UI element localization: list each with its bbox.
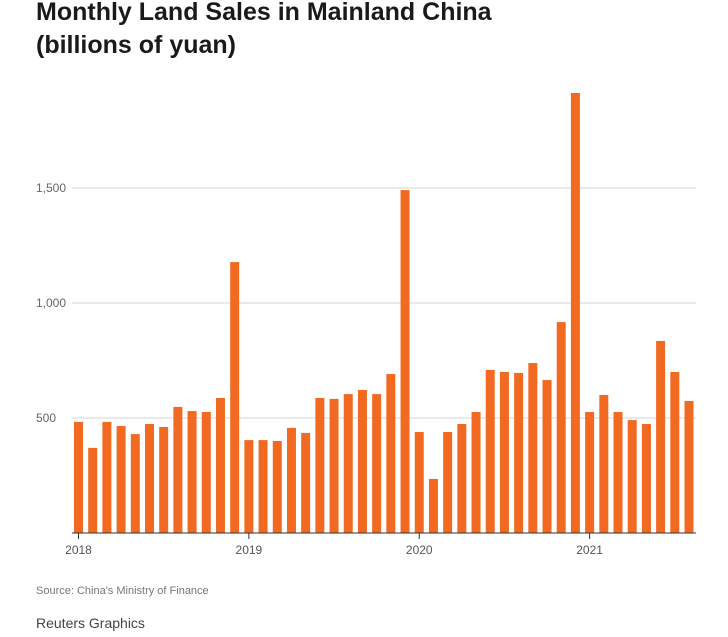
bar <box>88 447 98 533</box>
brand-credit: Reuters Graphics <box>36 615 145 631</box>
bar <box>514 372 524 533</box>
chart-title: Monthly Land Sales in Mainland China (bi… <box>36 0 492 62</box>
bar-chart: 500 1,000 1,500 2018 2019 2020 2021 <box>36 93 696 557</box>
bar <box>556 322 566 533</box>
source-note: Source: China's Ministry of Finance <box>36 585 209 597</box>
bar <box>357 389 367 533</box>
bar <box>343 394 353 533</box>
bar <box>159 426 169 533</box>
bar <box>258 440 268 533</box>
bar <box>386 374 396 533</box>
bar <box>272 441 282 533</box>
x-tick-label: 2018 <box>65 543 92 557</box>
bar <box>244 440 254 533</box>
bar <box>201 412 211 533</box>
bar <box>499 372 509 533</box>
bar <box>585 412 595 533</box>
bar <box>670 372 680 533</box>
bar <box>215 397 225 533</box>
bar <box>641 423 651 533</box>
y-tick-label: 1,000 <box>36 296 66 310</box>
bar <box>400 190 410 533</box>
bar <box>599 395 609 533</box>
bar <box>372 394 382 533</box>
bar <box>144 423 154 533</box>
x-tick-label: 2019 <box>236 543 263 557</box>
bar <box>414 432 424 533</box>
chart-subtitle: (billions of yuan) <box>36 31 236 59</box>
bar <box>301 432 311 533</box>
bar <box>570 93 580 533</box>
bar <box>286 427 296 533</box>
bar <box>230 262 240 533</box>
x-tick-label: 2021 <box>576 543 603 557</box>
y-tick-label: 1,500 <box>36 181 66 195</box>
bar <box>315 397 325 533</box>
x-tick-label: 2020 <box>406 543 433 557</box>
bar <box>116 426 126 533</box>
bar <box>74 421 83 533</box>
chart-title-main: Monthly Land Sales in Mainland China <box>36 0 492 26</box>
bar <box>187 411 197 533</box>
bar <box>528 363 538 533</box>
bar <box>613 412 623 533</box>
bar <box>173 406 183 533</box>
bar <box>443 432 453 533</box>
bar <box>627 420 637 533</box>
bar <box>102 421 112 533</box>
bar <box>130 434 140 533</box>
bar <box>471 412 481 533</box>
bar <box>428 478 438 533</box>
bar <box>542 380 552 533</box>
bar <box>329 398 339 533</box>
bar <box>656 340 666 533</box>
bar <box>684 400 694 533</box>
bar <box>457 423 467 533</box>
y-tick-label: 500 <box>36 411 56 425</box>
bar <box>485 369 495 533</box>
